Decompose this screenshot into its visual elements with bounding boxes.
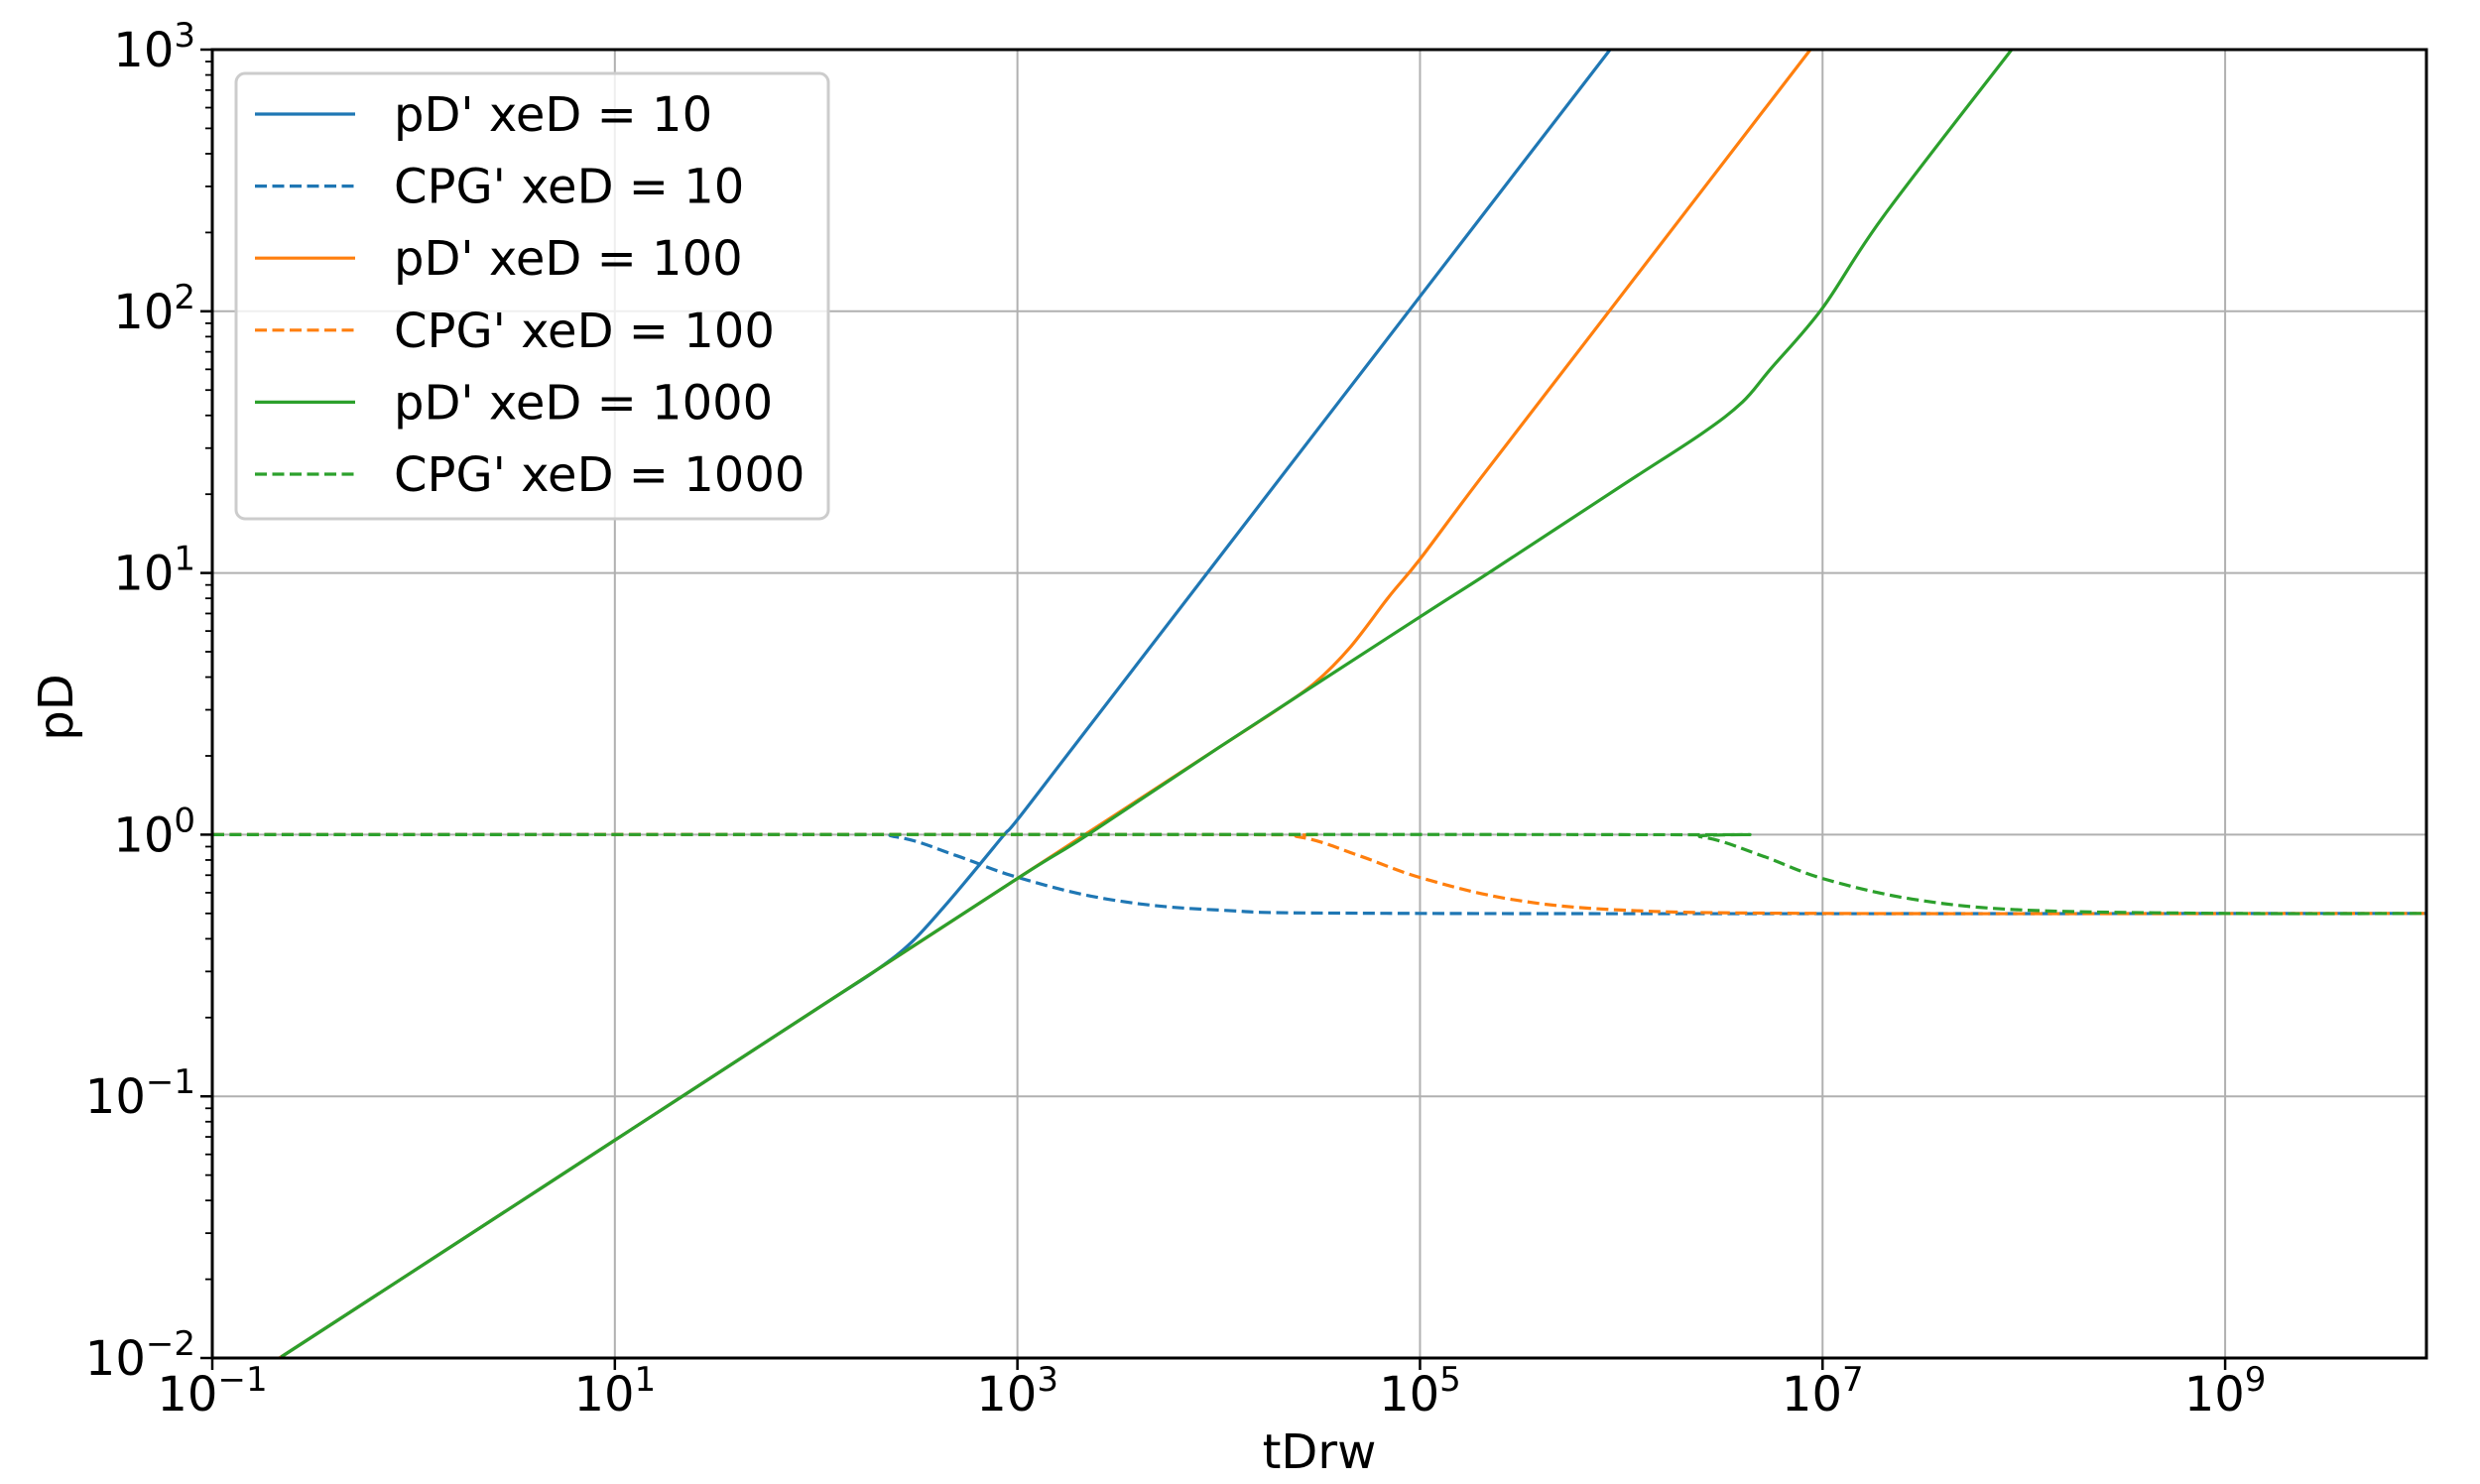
y-tick-label: 10−2 [85, 1324, 195, 1387]
y-tick-label: 10−1 [85, 1062, 195, 1125]
legend-label: CPG' xeD = 100 [394, 304, 775, 359]
y-axis-label: pD [29, 674, 84, 740]
legend: pD' xeD = 10 CPG' xeD = 10 pD' xeD = 100 CP… [234, 71, 830, 521]
x-tick-labels: 10−1 101 103 105 107 109 [157, 1360, 2266, 1422]
x-tick-label: 105 [1379, 1360, 1461, 1422]
legend-frame [234, 71, 830, 521]
legend-label: CPG' xeD = 10 [394, 160, 744, 215]
x-axis-label: tDrw [1263, 1424, 1377, 1480]
legend-label: CPG' xeD = 1000 [394, 447, 805, 503]
pd-line-1000 [280, 50, 2014, 1358]
x-tick-label: 103 [976, 1360, 1058, 1422]
y-tick-label: 100 [113, 801, 195, 863]
legend-label: pD' xeD = 10 [394, 87, 712, 143]
x-tick-label: 109 [2184, 1360, 2267, 1422]
axis-ticks [200, 48, 2227, 1370]
legend-label: pD' xeD = 100 [394, 231, 743, 287]
x-tick-label: 101 [573, 1360, 656, 1422]
legend-label: pD' xeD = 1000 [394, 375, 773, 431]
x-tick-label: 10−1 [157, 1360, 267, 1422]
plot-series [212, 50, 2426, 1358]
cpg-line-1000 [212, 832, 2426, 916]
y-tick-label: 101 [113, 540, 195, 602]
y-tick-labels: 10−2 10−1 100 101 102 103 [85, 16, 195, 1387]
y-tick-label: 103 [113, 16, 195, 78]
plot-frame [210, 48, 2428, 1360]
y-tick-label: 102 [113, 278, 195, 340]
x-tick-label: 107 [1782, 1360, 1864, 1422]
